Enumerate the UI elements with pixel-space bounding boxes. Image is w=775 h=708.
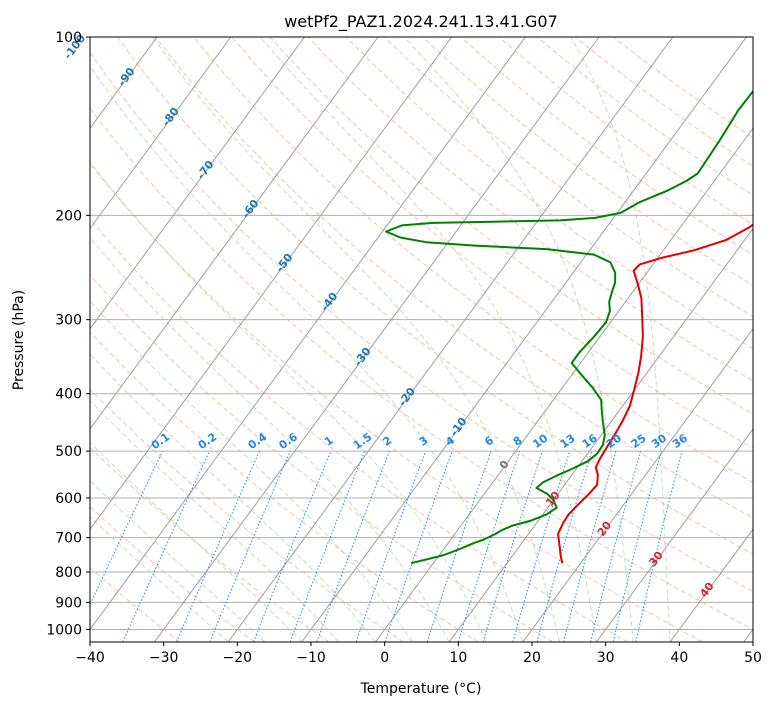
x-tick-label: 20 xyxy=(523,650,541,666)
x-tick-label: 30 xyxy=(597,650,615,666)
isotherm-line xyxy=(227,37,674,642)
chart-title: wetPf2_PAZ1.2024.241.13.41.G07 xyxy=(284,12,558,32)
mixing-ratio-line xyxy=(536,450,593,642)
sounding-profiles xyxy=(385,89,753,565)
isotherm-line xyxy=(669,528,753,642)
mixing-ratio-line xyxy=(482,450,543,642)
mixing-ratio-line xyxy=(635,450,683,642)
moist-adiabat-line xyxy=(90,237,450,642)
mixing-ratio-lines xyxy=(90,450,683,642)
x-tick-label: 10 xyxy=(449,650,467,666)
y-tick-label: 1000 xyxy=(46,622,82,638)
mixing-ratio-line xyxy=(512,450,571,642)
x-tick-label: −30 xyxy=(149,650,179,666)
moist-adiabat-line xyxy=(90,480,266,642)
moist-adiabat-line xyxy=(90,161,487,642)
plot-frame xyxy=(89,36,754,643)
x-axis-label: Temperature (°C) xyxy=(360,681,482,697)
mixing-ratio-line xyxy=(563,450,617,642)
dry-adiabat-line xyxy=(90,566,180,642)
y-axis-ticks: 100 200 300 400 500 600 700 800 900 1000 xyxy=(46,30,90,638)
moist-adiabat-line xyxy=(90,400,339,642)
dry-adiabat-line xyxy=(90,446,330,642)
isotherm-line xyxy=(90,37,526,631)
y-tick-label: 700 xyxy=(55,531,82,547)
dry-adiabat-line xyxy=(90,107,753,630)
x-tick-label: −40 xyxy=(75,650,105,666)
dry-adiabat-line xyxy=(90,162,703,642)
y-tick-label: 600 xyxy=(55,491,82,507)
isotherm-line xyxy=(154,37,600,642)
mixing-ratio-line xyxy=(355,450,427,642)
isotherm-line xyxy=(90,37,305,330)
mixing-ratio-line xyxy=(289,450,366,642)
isotherm-line xyxy=(90,37,453,531)
dry-adiabat-line xyxy=(90,274,554,642)
background-lines xyxy=(90,37,753,642)
mixing-ratio-line xyxy=(316,450,390,642)
moist-adiabat-line xyxy=(260,37,597,642)
mixing-ratio-line xyxy=(176,450,260,642)
y-tick-label: 100 xyxy=(55,30,82,46)
y-axis-label: Pressure (hPa) xyxy=(11,290,27,390)
mixing-ratio-line xyxy=(253,450,332,642)
x-tick-label: −20 xyxy=(223,650,253,666)
moist-adiabat-line xyxy=(90,65,524,642)
x-tick-label: 40 xyxy=(670,650,688,666)
mixing-ratio-line xyxy=(457,450,521,642)
isotherm-line xyxy=(375,127,753,642)
moist-adiabat-line xyxy=(90,300,413,642)
x-tick-label: 50 xyxy=(744,650,762,666)
dewpoint-profile-line xyxy=(385,89,753,565)
y-tick-label: 500 xyxy=(55,444,82,460)
moist-adiabat-line xyxy=(151,37,561,642)
mixing-ratio-line xyxy=(122,450,210,642)
dry-adiabat-line xyxy=(155,37,753,519)
dry-adiabat-line xyxy=(307,37,753,382)
mixing-ratio-line xyxy=(384,450,453,642)
isotherm-line xyxy=(522,327,753,642)
dry-adiabat-line xyxy=(269,37,753,415)
dry-adiabat-line xyxy=(90,218,629,642)
dry-adiabat-line xyxy=(116,37,753,555)
mixing-ratio-line xyxy=(426,450,492,642)
y-tick-label: 200 xyxy=(55,208,82,224)
mixing-ratio-line xyxy=(209,450,291,642)
y-tick-label: 900 xyxy=(55,595,82,611)
moist-adiabat-line xyxy=(570,37,671,642)
x-tick-label: −10 xyxy=(296,650,326,666)
y-tick-label: 300 xyxy=(55,313,82,329)
isotherm-line xyxy=(448,227,753,642)
temperature-profile-line xyxy=(557,223,753,564)
isotherm-line xyxy=(596,428,753,642)
dry-adiabat-line xyxy=(90,51,753,592)
moist-adiabat-line xyxy=(403,37,634,642)
mixing-ratio-line xyxy=(590,450,642,642)
isotherm-line xyxy=(90,37,379,430)
dry-adiabat-line xyxy=(422,37,753,287)
x-tick-label: 0 xyxy=(380,650,389,666)
isotherm-line xyxy=(90,37,232,230)
y-tick-label: 400 xyxy=(55,387,82,403)
isotherm-line xyxy=(301,37,747,642)
dry-adiabat-line xyxy=(193,37,753,484)
y-tick-label: 800 xyxy=(55,565,82,581)
x-axis-ticks: −40 −30 −20 −10 0 10 20 30 40 50 xyxy=(75,642,762,666)
